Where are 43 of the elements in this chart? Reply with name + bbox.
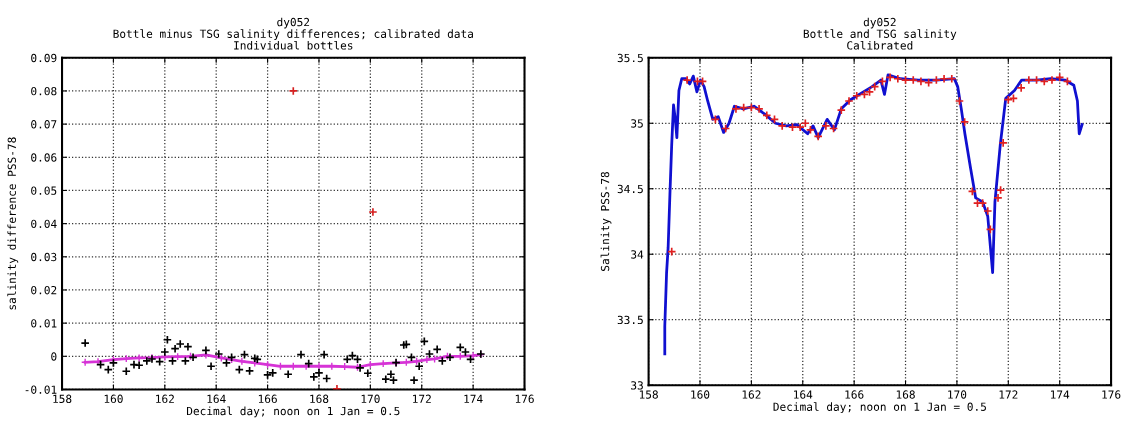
y-axis-title: Salinity PSS-78: [600, 172, 612, 271]
y-tick-label: 33: [631, 381, 643, 390]
x-tick-label: 158: [639, 390, 658, 399]
x-tick-label: 176: [1102, 390, 1121, 399]
x-tick-label: 168: [896, 390, 915, 399]
y-tick-label: 0.01: [31, 319, 57, 328]
y-tick-label: -0.01: [25, 385, 57, 394]
x-tick-label: 166: [258, 394, 277, 403]
x-tick-label: 164: [207, 394, 226, 403]
x-tick-label: 164: [794, 390, 813, 399]
x-tick-label: 172: [413, 394, 431, 403]
x-tick-label: 158: [53, 394, 72, 403]
x-tick-label: 166: [845, 390, 864, 399]
y-tick-label: 34: [631, 250, 644, 259]
y-tick-label: 0.05: [31, 186, 57, 195]
y-tick-label: 0.08: [31, 86, 57, 96]
y-tick-label: 0.06: [31, 153, 57, 162]
y-tick-label: 35: [631, 119, 643, 128]
x-tick-label: 162: [156, 394, 174, 403]
x-axis-title: Decimal day; noon on 1 Jan = 0.5: [187, 406, 400, 418]
x-tick-label: 160: [104, 394, 123, 403]
y-tick-label: 0.04: [31, 219, 57, 229]
x-tick-label: 168: [310, 394, 329, 403]
y-tick-label: 0: [51, 352, 57, 361]
y-tick-label: 0.07: [31, 120, 57, 129]
x-tick-label: 174: [464, 394, 483, 403]
y-tick-label: 0.09: [31, 53, 57, 63]
x-tick-label: 160: [691, 390, 710, 399]
chart-title: dy052 Bottle and TSG salinity Calibrated: [803, 17, 957, 50]
y-axis-title: salinity difference PSS-78: [7, 137, 19, 310]
y-tick-label: 0.02: [31, 285, 57, 295]
y-tick-label: 35.5: [617, 53, 643, 63]
x-tick-label: 170: [948, 390, 967, 399]
x-tick-label: 176: [515, 394, 534, 403]
x-tick-label: 170: [361, 394, 380, 403]
x-tick-label: 162: [742, 390, 761, 399]
x-tick-label: 172: [999, 390, 1018, 399]
y-tick-label: 0.03: [31, 252, 57, 262]
y-tick-label: 33.5: [617, 315, 643, 325]
chart-title: dy052 Bottle minus TSG salinity differences; calibrated data Individual bottles: [113, 17, 473, 50]
x-tick-label: 174: [1050, 390, 1070, 399]
x-axis-title: Decimal day; noon on 1 Jan = 0.5: [773, 402, 986, 414]
y-tick-label: 34.5: [617, 184, 643, 194]
